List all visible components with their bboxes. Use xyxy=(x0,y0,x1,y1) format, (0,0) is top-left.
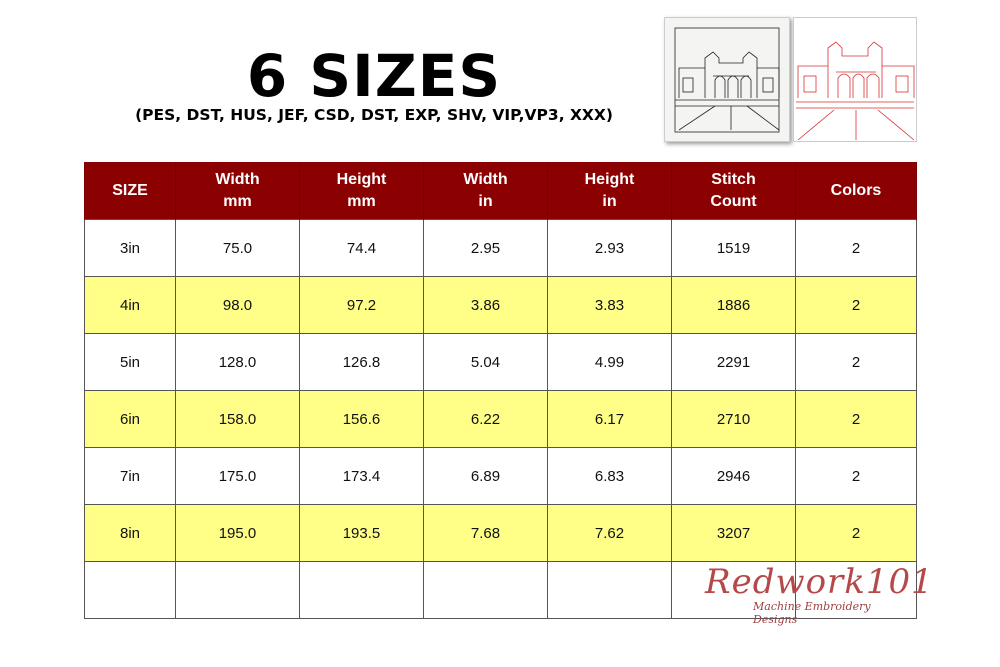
redwork101-logo: Redwork101 Machine Embroidery Designs xyxy=(705,562,933,626)
logo-tagline: Machine Embroidery Designs xyxy=(753,600,871,626)
table-cell: 4.99 xyxy=(547,333,672,391)
column-header-height-in: Height in xyxy=(547,162,672,220)
redwork-preview-image xyxy=(793,17,917,142)
table-cell: 6.89 xyxy=(423,447,548,505)
header-text: Colors xyxy=(830,181,882,199)
table-cell: 6.22 xyxy=(423,390,548,448)
table-row: 8in 195.0 193.5 7.68 7.62 3207 2 xyxy=(84,504,917,562)
header-text: Stitch xyxy=(711,170,756,188)
table-cell: 75.0 xyxy=(175,219,300,277)
table-header-row: SIZE Width mm Height mm Width in Height in S… xyxy=(84,162,917,220)
table-cell: 3in xyxy=(84,219,176,277)
table-cell: 2 xyxy=(795,333,917,391)
header-unit: in xyxy=(478,192,493,210)
header-unit: mm xyxy=(347,192,376,210)
table-cell: 128.0 xyxy=(175,333,300,391)
table-cell: 4in xyxy=(84,276,176,334)
table-cell: 2.93 xyxy=(547,219,672,277)
column-header-stitch-count: Stitch Count xyxy=(671,162,796,220)
table-cell: 6.17 xyxy=(547,390,672,448)
table-row: 4in 98.0 97.2 3.86 3.83 1886 2 xyxy=(84,276,917,334)
header-unit: mm xyxy=(223,192,252,210)
table-cell xyxy=(175,561,300,619)
table-cell: 3.83 xyxy=(547,276,672,334)
table-cell xyxy=(547,561,672,619)
table-cell: 8in xyxy=(84,504,176,562)
table-cell: 74.4 xyxy=(299,219,424,277)
building-sketch-red xyxy=(796,41,915,141)
table-cell: 2946 xyxy=(671,447,796,505)
column-header-colors: Colors xyxy=(795,162,917,220)
table-cell xyxy=(671,561,796,619)
table-cell: 7.68 xyxy=(423,504,548,562)
table-cell: 2291 xyxy=(671,333,796,391)
table-cell: 193.5 xyxy=(299,504,424,562)
file-formats: (PES, DST, HUS, JEF, CSD, DST, EXP, SHV,… xyxy=(135,106,613,124)
table-cell: 98.0 xyxy=(175,276,300,334)
header-unit: Count xyxy=(710,192,757,210)
table-cell: 6.83 xyxy=(547,447,672,505)
header-text: SIZE xyxy=(112,181,148,199)
table-cell: 5in xyxy=(84,333,176,391)
header-text: Width xyxy=(215,170,260,188)
table-cell: 175.0 xyxy=(175,447,300,505)
column-header-width-in: Width in xyxy=(423,162,548,220)
table-cell: 2 xyxy=(795,276,917,334)
header-text: Width xyxy=(463,170,508,188)
table-row xyxy=(84,561,917,619)
table-cell: 2 xyxy=(795,447,917,505)
table-cell xyxy=(423,561,548,619)
stitched-preview-image xyxy=(664,17,790,142)
header-text: Height xyxy=(584,170,635,188)
table-cell: 195.0 xyxy=(175,504,300,562)
column-header-width-mm: Width mm xyxy=(175,162,300,220)
table-cell: 6in xyxy=(84,390,176,448)
sizes-table: SIZE Width mm Height mm Width in Height in S… xyxy=(84,162,917,619)
table-cell: 2710 xyxy=(671,390,796,448)
logo-name: Redwork101 xyxy=(705,562,934,602)
table-cell xyxy=(299,561,424,619)
table-cell: 126.8 xyxy=(299,333,424,391)
table-cell: 3207 xyxy=(671,504,796,562)
table-row: 3in 75.0 74.4 2.95 2.93 1519 2 xyxy=(84,219,917,277)
table-cell: 5.04 xyxy=(423,333,548,391)
table-cell: 2 xyxy=(795,504,917,562)
table-cell xyxy=(84,561,176,619)
header-text: Height xyxy=(336,170,387,188)
table-cell: 156.6 xyxy=(299,390,424,448)
table-cell: 1519 xyxy=(671,219,796,277)
table-cell: 2 xyxy=(795,390,917,448)
column-header-height-mm: Height mm xyxy=(299,162,424,220)
column-header-size: SIZE xyxy=(84,162,176,220)
table-row: 5in 128.0 126.8 5.04 4.99 2291 2 xyxy=(84,333,917,391)
building-sketch-black xyxy=(674,27,780,133)
header-unit: in xyxy=(602,192,617,210)
table-cell: 173.4 xyxy=(299,447,424,505)
table-cell xyxy=(795,561,917,619)
table-cell: 7.62 xyxy=(547,504,672,562)
table-cell: 2 xyxy=(795,219,917,277)
table-cell: 3.86 xyxy=(423,276,548,334)
table-row: 6in 158.0 156.6 6.22 6.17 2710 2 xyxy=(84,390,917,448)
table-cell: 97.2 xyxy=(299,276,424,334)
page-title: 6 SIZES xyxy=(246,42,502,110)
table-cell: 7in xyxy=(84,447,176,505)
table-cell: 158.0 xyxy=(175,390,300,448)
table-cell: 1886 xyxy=(671,276,796,334)
table-row: 7in 175.0 173.4 6.89 6.83 2946 2 xyxy=(84,447,917,505)
table-cell: 2.95 xyxy=(423,219,548,277)
